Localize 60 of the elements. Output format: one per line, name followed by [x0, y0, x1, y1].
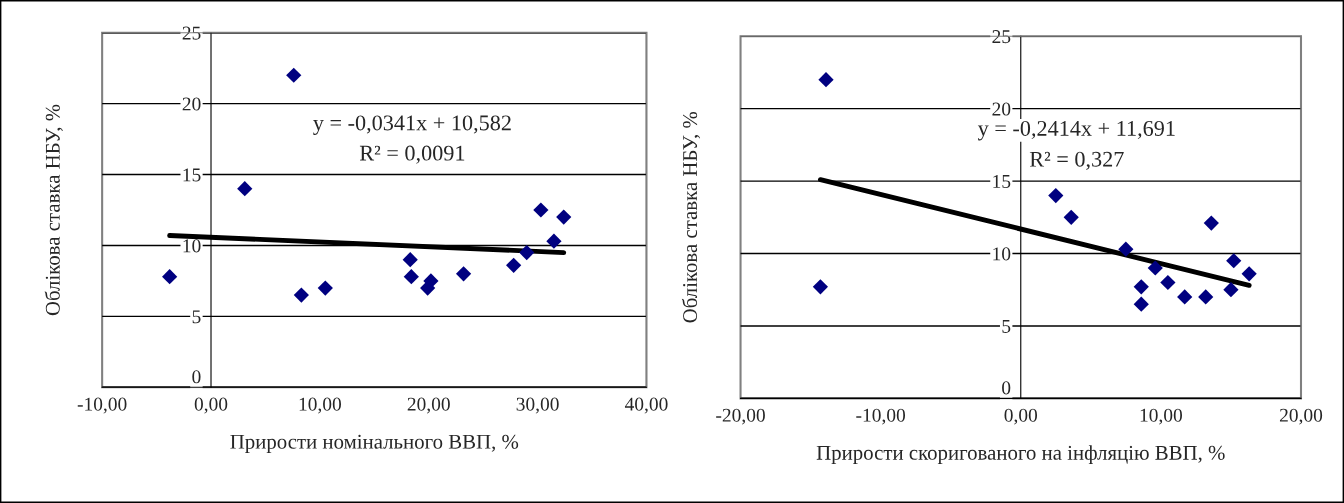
- point: [1160, 274, 1176, 291]
- point: [162, 269, 178, 285]
- y-axis-title: Облікова ставка НБУ, %: [44, 104, 63, 316]
- y-tick-label: 10: [183, 239, 201, 253]
- y-tick-label: 5: [192, 310, 201, 324]
- x-tick-label: 20,00: [1279, 408, 1323, 425]
- point: [519, 244, 535, 261]
- x-axis-title: Прирости скоригованого на інфляцію ВВП, %: [816, 445, 1225, 465]
- x-axis-title: Прирости номінального ВВП, %: [230, 434, 519, 453]
- point: [1133, 279, 1149, 295]
- point: [423, 273, 439, 289]
- point: [403, 269, 419, 285]
- x-tick-label: 0,00: [1004, 408, 1038, 425]
- point: [556, 209, 572, 225]
- annotation: R² = 0,327: [1029, 151, 1124, 170]
- x-tick-label: 10,00: [1140, 408, 1183, 425]
- x-tick-label: 30,00: [516, 397, 559, 414]
- point: [286, 67, 302, 83]
- x-tick-label: -10,00: [856, 408, 906, 425]
- annotation: R² = 0,0091: [359, 145, 465, 164]
- annotation: y = -0,0341x + 10,582: [313, 115, 511, 135]
- x-tick-label: -10,00: [77, 397, 127, 414]
- point: [1177, 289, 1193, 305]
- point: [455, 266, 472, 282]
- point: [1241, 266, 1257, 282]
- point: [1118, 241, 1134, 257]
- x-tick-label: -20,00: [716, 408, 765, 425]
- annotation: y = -0,2414x + 11,691: [977, 120, 1175, 141]
- x-tick-label: 40,00: [624, 397, 668, 414]
- point: [812, 279, 829, 295]
- y-tick-label: 15: [183, 168, 201, 182]
- y-tick-label: 25: [992, 30, 1011, 44]
- point: [1147, 260, 1163, 276]
- y-tick-label: 0: [192, 370, 201, 384]
- point: [237, 181, 253, 197]
- point: [1133, 296, 1149, 312]
- point: [1226, 253, 1242, 269]
- point: [293, 287, 309, 303]
- point: [533, 202, 549, 218]
- y-tick-label: 20: [992, 102, 1011, 116]
- point: [1198, 289, 1214, 305]
- y-tick-label: 5: [1002, 319, 1011, 333]
- x-tick-label: 10,00: [299, 397, 342, 414]
- y-tick-label: 20: [182, 97, 201, 111]
- point: [317, 280, 333, 296]
- point: [402, 252, 418, 268]
- point: [1203, 215, 1219, 231]
- point: [1048, 187, 1064, 204]
- y-axis-title: Облікова ставка НБУ, %: [681, 111, 701, 323]
- y-tick-label: 10: [993, 247, 1011, 261]
- y-tick-label: 25: [182, 26, 201, 40]
- y-tick-label: 0: [1002, 381, 1011, 395]
- point: [1063, 209, 1079, 225]
- point: [1223, 282, 1239, 298]
- point: [546, 233, 562, 249]
- y-tick-label: 15: [993, 174, 1011, 189]
- point: [506, 257, 522, 273]
- x-tick-label: 20,00: [407, 397, 450, 414]
- point: [818, 72, 834, 88]
- x-tick-label: 0,00: [194, 397, 228, 414]
